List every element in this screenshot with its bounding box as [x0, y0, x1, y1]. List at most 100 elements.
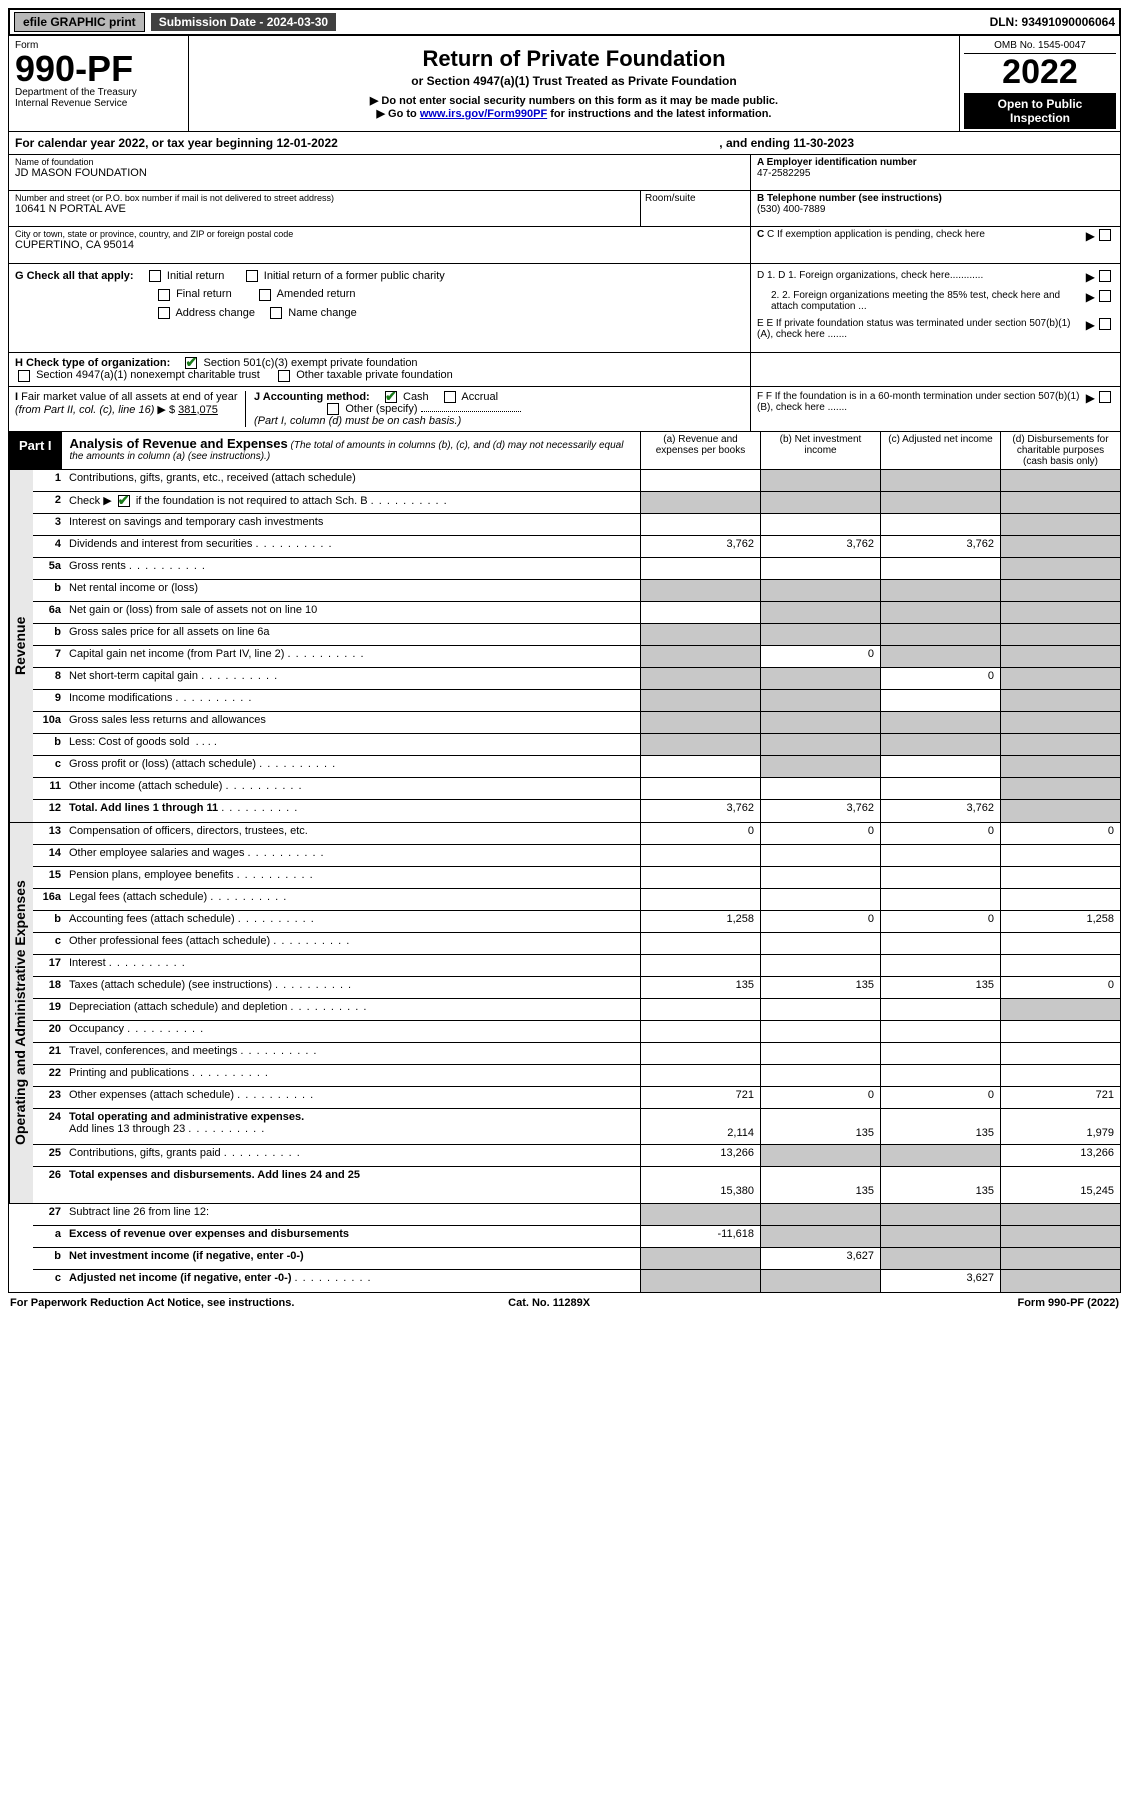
- address-row: Number and street (or P.O. box number if…: [9, 191, 640, 226]
- cal-year-end: , and ending 11-30-2023: [719, 136, 854, 150]
- r13-num: 13: [33, 823, 65, 844]
- g-label: G Check all that apply:: [15, 270, 134, 282]
- r7-desc-txt: Capital gain net income (from Part IV, l…: [69, 648, 284, 660]
- footer: For Paperwork Reduction Act Notice, see …: [8, 1293, 1121, 1313]
- g-amended-checkbox[interactable]: [259, 289, 271, 301]
- r10a-c: [880, 712, 1000, 733]
- r2-d: [1000, 492, 1120, 513]
- irs-link[interactable]: www.irs.gov/Form990PF: [420, 108, 547, 120]
- r9-num: 9: [33, 690, 65, 711]
- r18-d: 0: [1000, 977, 1120, 998]
- r9-d: [1000, 690, 1120, 711]
- r23-d: 721: [1000, 1087, 1120, 1108]
- r12-c: 3,762: [880, 800, 1000, 822]
- r15-a: [640, 867, 760, 888]
- r26-num: 26: [33, 1167, 65, 1203]
- j-cash-checkbox[interactable]: [385, 391, 397, 403]
- h-label: H Check type of organization:: [15, 357, 170, 369]
- r18-desc-txt: Taxes (attach schedule) (see instruction…: [69, 979, 272, 991]
- r5a-b: [760, 558, 880, 579]
- part1-label: Part I: [9, 432, 62, 469]
- r5a-c: [880, 558, 1000, 579]
- r1-c: [880, 470, 1000, 491]
- j-label: J Accounting method:: [254, 391, 370, 403]
- r3-b: [760, 514, 880, 535]
- r27a-desc-txt: Excess of revenue over expenses and disb…: [69, 1228, 349, 1240]
- e-checkbox[interactable]: [1099, 318, 1111, 330]
- ein-label: A Employer identification number: [757, 157, 1114, 168]
- g-address-checkbox[interactable]: [158, 307, 170, 319]
- city-value: CUPERTINO, CA 95014: [15, 239, 744, 251]
- r4-a: 3,762: [640, 536, 760, 557]
- efile-button[interactable]: efile GRAPHIC print: [14, 12, 145, 32]
- col-d-head: (d) Disbursements for charitable purpose…: [1000, 432, 1120, 469]
- j-section: J Accounting method: Cash Accrual Other …: [245, 391, 744, 427]
- col-c-head: (c) Adjusted net income: [880, 432, 1000, 469]
- r12-d: [1000, 800, 1120, 822]
- r10c-num: c: [33, 756, 65, 777]
- j-other-checkbox[interactable]: [327, 403, 339, 415]
- r20-a: [640, 1021, 760, 1042]
- r12-b: 3,762: [760, 800, 880, 822]
- r22-d: [1000, 1065, 1120, 1086]
- r21-desc-txt: Travel, conferences, and meetings: [69, 1045, 237, 1057]
- r27-desc: Subtract line 26 from line 12:: [65, 1204, 640, 1225]
- f-checkbox[interactable]: [1099, 391, 1111, 403]
- r15-desc: Pension plans, employee benefits: [65, 867, 640, 888]
- r26-a: 15,380: [640, 1167, 760, 1203]
- r1-desc: Contributions, gifts, grants, etc., rece…: [65, 470, 640, 491]
- r14-d: [1000, 845, 1120, 866]
- open2: Inspection: [966, 111, 1114, 125]
- g-final-checkbox[interactable]: [158, 289, 170, 301]
- g-address-label: Address change: [175, 307, 255, 319]
- r10a-num: 10a: [33, 712, 65, 733]
- r12-desc: Total. Add lines 1 through 11: [65, 800, 640, 822]
- r5b-d: [1000, 580, 1120, 601]
- d1-checkbox[interactable]: [1099, 270, 1111, 282]
- r24-d: 1,979: [1000, 1109, 1120, 1144]
- addr-label: Number and street (or P.O. box number if…: [15, 193, 634, 203]
- r4-d: [1000, 536, 1120, 557]
- h-501c3-checkbox[interactable]: [185, 357, 197, 369]
- r16c-c: [880, 933, 1000, 954]
- header-mid: Return of Private Foundation or Section …: [189, 36, 960, 131]
- r26-desc: Total expenses and disbursements. Add li…: [65, 1167, 640, 1203]
- r10a-desc-txt: Gross sales less returns and allowances: [69, 714, 266, 726]
- r11-b: [760, 778, 880, 799]
- h-4947-checkbox[interactable]: [18, 370, 30, 382]
- r2-checkbox[interactable]: [118, 495, 130, 507]
- r11-c: [880, 778, 1000, 799]
- r6b-d: [1000, 624, 1120, 645]
- r11-a: [640, 778, 760, 799]
- r23-c: 0: [880, 1087, 1000, 1108]
- exemption-row: C C If exemption application is pending,…: [751, 227, 1120, 263]
- r27b-desc: Net investment income (if negative, ente…: [65, 1248, 640, 1269]
- city-label: City or town, state or province, country…: [15, 229, 744, 239]
- r6b-desc: Gross sales price for all assets on line…: [65, 624, 640, 645]
- j-accrual-checkbox[interactable]: [444, 391, 456, 403]
- r5a-d: [1000, 558, 1120, 579]
- h-other-checkbox[interactable]: [278, 370, 290, 382]
- r27c-b: [760, 1270, 880, 1292]
- name-row: Name of foundation JD MASON FOUNDATION: [9, 155, 750, 191]
- d2-checkbox[interactable]: [1099, 290, 1111, 302]
- phone-row: B Telephone number (see instructions) (5…: [751, 191, 1120, 227]
- c-checkbox[interactable]: [1099, 229, 1111, 241]
- submission-date: Submission Date - 2024-03-30: [151, 13, 336, 31]
- r27c-num: c: [33, 1270, 65, 1292]
- r24-desc: Total operating and administrative expen…: [65, 1109, 640, 1144]
- r10b-desc: Less: Cost of goods sold . . . .: [65, 734, 640, 755]
- r17-desc: Interest: [65, 955, 640, 976]
- g-initial-checkbox[interactable]: [149, 270, 161, 282]
- g-name-checkbox[interactable]: [270, 307, 282, 319]
- room-label: Room/suite: [645, 193, 746, 204]
- cal-year-pre: For calendar year 2022, or tax year begi…: [15, 136, 338, 150]
- r16c-a: [640, 933, 760, 954]
- r8-d: [1000, 668, 1120, 689]
- r5b-a: [640, 580, 760, 601]
- r16b-d: 1,258: [1000, 911, 1120, 932]
- r24-b: 135: [760, 1109, 880, 1144]
- r25-desc: Contributions, gifts, grants paid: [65, 1145, 640, 1166]
- g-initial-former-checkbox[interactable]: [246, 270, 258, 282]
- r16a-desc-txt: Legal fees (attach schedule): [69, 891, 207, 903]
